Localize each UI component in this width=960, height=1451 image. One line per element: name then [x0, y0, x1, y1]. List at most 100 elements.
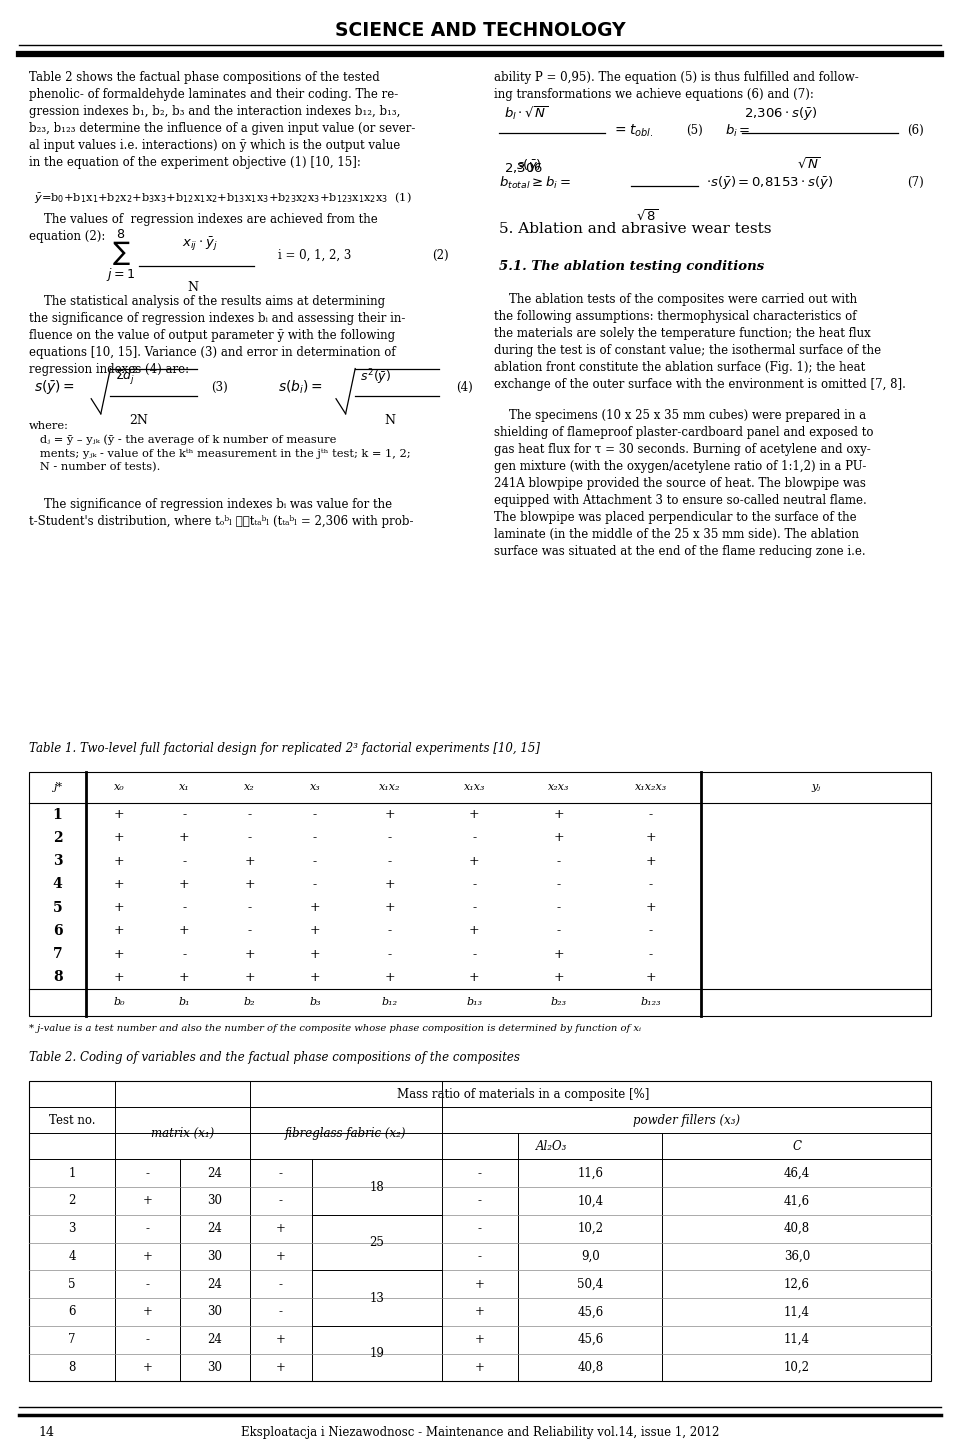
Text: 1: 1 [53, 808, 62, 821]
Text: +: + [244, 948, 255, 961]
Text: -: - [278, 1194, 283, 1207]
Text: fibreglass fabric (x₂): fibreglass fabric (x₂) [285, 1127, 406, 1139]
Text: +: + [475, 1278, 485, 1291]
Text: $= t_{obl.}$: $= t_{obl.}$ [612, 122, 653, 139]
Text: 5: 5 [68, 1278, 76, 1291]
Text: 40,8: 40,8 [577, 1361, 604, 1374]
Text: x₂x₃: x₂x₃ [548, 782, 569, 792]
Text: 2N: 2N [130, 414, 149, 427]
Text: +: + [309, 924, 321, 937]
Text: 8: 8 [68, 1361, 76, 1374]
Text: +: + [468, 808, 480, 821]
Text: -: - [478, 1167, 482, 1180]
Text: 6: 6 [53, 924, 62, 937]
Text: $\bar{y}$=b$_0$+b$_1$x$_1$+b$_2$x$_2$+b$_3$x$_3$+b$_{12}$x$_1$x$_2$+b$_{13}$x$_1: $\bar{y}$=b$_0$+b$_1$x$_1$+b$_2$x$_2$+b$… [34, 190, 411, 205]
Text: +: + [179, 831, 190, 844]
Bar [29, 1081, 931, 1381]
Text: (2): (2) [432, 250, 448, 261]
Text: 18: 18 [370, 1181, 384, 1194]
Text: +: + [113, 855, 125, 868]
Text: +: + [384, 971, 396, 984]
Text: 2: 2 [53, 831, 62, 844]
Text: N: N [187, 281, 198, 295]
Text: -: - [649, 808, 653, 821]
Text: b₃: b₃ [309, 997, 321, 1007]
Text: +: + [244, 878, 255, 891]
Text: The values of  regression indexes are achieved from the
equation (2):: The values of regression indexes are ach… [29, 213, 377, 244]
Text: $\Sigma d_j^2$: $\Sigma d_j^2$ [115, 366, 138, 389]
Text: +: + [179, 971, 190, 984]
Text: $s(\bar{y})=$: $s(\bar{y})=$ [34, 379, 75, 396]
Text: -: - [478, 1249, 482, 1262]
Text: 10,4: 10,4 [577, 1194, 604, 1207]
Text: 19: 19 [370, 1347, 384, 1360]
Text: +: + [276, 1249, 286, 1262]
Text: x₂: x₂ [244, 782, 255, 792]
Text: b₁₂₃: b₁₂₃ [640, 997, 661, 1007]
Text: b₁₃: b₁₃ [467, 997, 482, 1007]
Text: -: - [478, 1194, 482, 1207]
Text: Eksploatacja i Niezawodnosc - Maintenance and Reliability vol.14, issue 1, 2012: Eksploatacja i Niezawodnosc - Maintenanc… [241, 1426, 719, 1438]
Text: x₁x₃: x₁x₃ [464, 782, 485, 792]
Text: +: + [475, 1333, 485, 1347]
Text: b₂₃: b₂₃ [551, 997, 566, 1007]
Text: +: + [309, 948, 321, 961]
Text: -: - [145, 1333, 150, 1347]
Text: +: + [179, 878, 190, 891]
Text: -: - [313, 808, 317, 821]
Text: 9,0: 9,0 [581, 1249, 600, 1262]
Text: $2{,}306$: $2{,}306$ [504, 161, 543, 176]
Text: 1: 1 [68, 1167, 76, 1180]
Text: +: + [276, 1222, 286, 1235]
Text: $s(b_i)=$: $s(b_i)=$ [278, 379, 324, 396]
Text: 45,6: 45,6 [577, 1306, 604, 1319]
Text: 40,8: 40,8 [783, 1222, 810, 1235]
Text: The specimens (10 x 25 x 35 mm cubes) were prepared in a
shielding of flameproof: The specimens (10 x 25 x 35 mm cubes) we… [494, 409, 874, 559]
Text: +: + [645, 831, 657, 844]
Text: 5. Ablation and abrasive wear tests: 5. Ablation and abrasive wear tests [499, 222, 772, 237]
Text: +: + [309, 971, 321, 984]
Text: -: - [182, 808, 186, 821]
Text: Table 2. Coding of variables and the factual phase compositions of the composite: Table 2. Coding of variables and the fac… [29, 1051, 519, 1064]
Text: Table 2 shows the factual phase compositions of the tested
phenolic- of formalde: Table 2 shows the factual phase composit… [29, 71, 415, 170]
Text: (6): (6) [907, 125, 924, 136]
Text: 45,6: 45,6 [577, 1333, 604, 1347]
Text: 25: 25 [370, 1236, 384, 1249]
Text: 3: 3 [68, 1222, 76, 1235]
Text: -: - [182, 901, 186, 914]
Text: -: - [472, 831, 476, 844]
Text: -: - [388, 855, 392, 868]
Text: +: + [468, 971, 480, 984]
Text: -: - [472, 948, 476, 961]
Text: $2{,}306 \cdot s(\bar{y})$: $2{,}306 \cdot s(\bar{y})$ [744, 104, 817, 122]
Text: -: - [557, 901, 561, 914]
Text: +: + [113, 808, 125, 821]
Text: +: + [645, 971, 657, 984]
Text: The ablation tests of the composites were carried out with
the following assumpt: The ablation tests of the composites wer… [494, 293, 906, 392]
Text: $\cdot s(\bar{y}) = 0{,}8153 \cdot s(\bar{y})$: $\cdot s(\bar{y}) = 0{,}8153 \cdot s(\ba… [706, 174, 833, 192]
Text: -: - [248, 924, 252, 937]
Text: $s^2(\bar{y})$: $s^2(\bar{y})$ [360, 367, 391, 387]
Text: 5: 5 [53, 901, 62, 914]
Text: -: - [388, 924, 392, 937]
Text: -: - [472, 878, 476, 891]
Text: (4): (4) [456, 382, 472, 393]
Text: +: + [142, 1194, 153, 1207]
Text: b₂: b₂ [244, 997, 255, 1007]
Text: +: + [309, 901, 321, 914]
Text: +: + [468, 924, 480, 937]
Text: 30: 30 [207, 1361, 222, 1374]
Text: 24: 24 [207, 1222, 222, 1235]
Text: 41,6: 41,6 [783, 1194, 810, 1207]
Text: +: + [645, 855, 657, 868]
Text: 7: 7 [53, 948, 62, 961]
Text: +: + [553, 808, 564, 821]
Text: +: + [468, 855, 480, 868]
Text: +: + [475, 1361, 485, 1374]
Text: 50,4: 50,4 [577, 1278, 604, 1291]
Text: matrix (x₁): matrix (x₁) [151, 1127, 214, 1139]
Text: x₁x₂: x₁x₂ [379, 782, 400, 792]
Text: +: + [553, 831, 564, 844]
Text: * j-value is a test number and also the number of the composite whose phase comp: * j-value is a test number and also the … [29, 1024, 641, 1033]
Text: 24: 24 [207, 1278, 222, 1291]
